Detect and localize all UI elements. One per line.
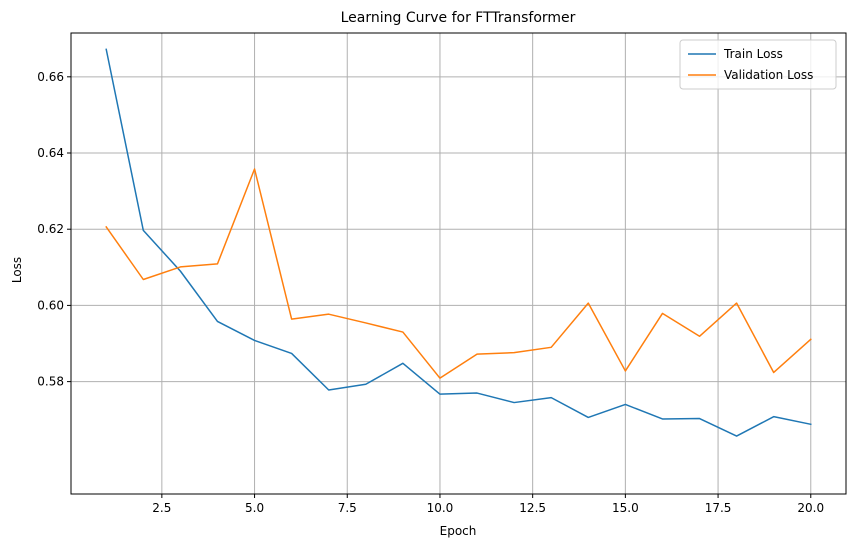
legend-label: Train Loss [723, 47, 783, 61]
x-tick-label: 7.5 [338, 501, 357, 515]
x-axis-title: Epoch [440, 524, 477, 538]
x-tick-label: 17.5 [705, 501, 732, 515]
legend: Train Loss Validation Loss [679, 39, 837, 90]
x-tick-label: 10.0 [427, 501, 454, 515]
x-tick-label: 5.0 [245, 501, 264, 515]
y-axis: 0.58 0.60 0.62 0.64 0.66 [37, 70, 71, 389]
series-line-train-loss [105, 48, 812, 437]
y-tick-label: 0.62 [37, 222, 64, 236]
series-line-validation-loss [105, 168, 812, 379]
y-tick-label: 0.64 [37, 146, 64, 160]
legend-box [679, 39, 837, 90]
y-axis-title: Loss [10, 257, 24, 283]
chart-title: Learning Curve for FTTransformer [341, 10, 576, 26]
x-tick-label: 15.0 [612, 501, 639, 515]
grid-layer [71, 33, 846, 494]
series-layer [105, 48, 812, 437]
x-axis: 2.5 5.0 7.5 10.0 12.5 15.0 17.5 20.0 [152, 494, 824, 515]
x-tick-label: 2.5 [152, 501, 171, 515]
x-tick-label: 12.5 [519, 501, 546, 515]
legend-label: Validation Loss [724, 68, 813, 82]
plot-frame [70, 32, 847, 495]
y-tick-label: 0.58 [37, 375, 64, 389]
x-tick-label: 20.0 [797, 501, 824, 515]
y-tick-label: 0.66 [37, 70, 64, 84]
y-tick-label: 0.60 [37, 298, 64, 312]
